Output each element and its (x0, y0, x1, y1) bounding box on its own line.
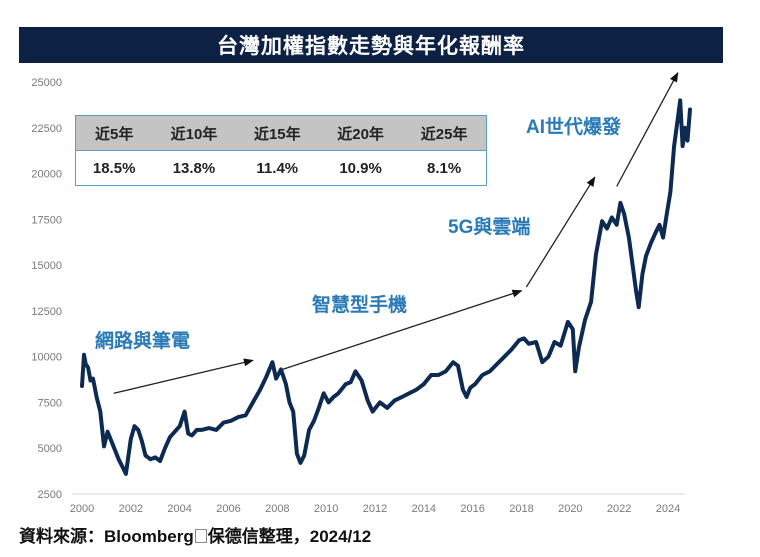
y-tick-label: 22500 (31, 123, 62, 135)
y-tick-label: 10000 (31, 352, 62, 364)
y-tick-label: 25000 (31, 77, 62, 89)
returns-header-10y: 近10年 (152, 115, 236, 151)
returns-table: 近5年 近10年 近15年 近20年 近25年 18.5% 13.8% 11.4… (75, 115, 487, 186)
annotation-arrow-0 (113, 358, 254, 394)
x-tick-label: 2022 (607, 503, 631, 515)
x-tick-label: 2014 (412, 503, 436, 515)
returns-table-value-row: 18.5% 13.8% 11.4% 10.9% 8.1% (75, 150, 487, 186)
annotation-arrow-1 (282, 289, 523, 371)
x-tick-label: 2016 (460, 503, 484, 515)
returns-header-5y: 近5年 (75, 115, 153, 151)
annotation-arrows (113, 71, 679, 394)
returns-header-25y: 近25年 (402, 115, 487, 151)
y-axis-ticks: 2500 5000 7500 10000 12500 15000 17500 20000 225… (31, 77, 62, 501)
source-note: 資料來源：Bloomberg 保德信整理，2024/12 (19, 522, 371, 547)
returns-value-15y: 11.4% (235, 150, 319, 186)
x-tick-label: 2018 (509, 503, 533, 515)
x-tick-label: 2002 (119, 503, 143, 515)
series-line-taiex (80, 98, 692, 476)
returns-value-20y: 10.9% (318, 150, 403, 186)
x-tick-label: 2024 (656, 503, 680, 515)
chart-title: 台灣加權指數走勢與年化報酬率 (217, 35, 525, 58)
x-tick-label: 2020 (558, 503, 582, 515)
y-tick-label: 2500 (38, 489, 62, 501)
x-tick-label: 2010 (314, 503, 338, 515)
x-axis-ticks: 2000 2002 2004 2006 2008 2010 2012 2014 2016 2018… (70, 503, 680, 515)
annotation-arrow-2 (525, 176, 596, 288)
y-tick-label: 5000 (38, 443, 62, 455)
annotation-label-smartphone: 智慧型手機 (312, 293, 407, 316)
annotation-label-5g-cloud: 5G與雲端 (448, 215, 530, 238)
y-tick-label: 17500 (31, 214, 62, 226)
returns-value-10y: 13.8% (152, 150, 236, 186)
x-tick-label: 2012 (363, 503, 387, 515)
source-prefix: 資料來源：Bloomberg (19, 527, 194, 546)
chart-title-bar: 台灣加權指數走勢與年化報酬率 (19, 27, 723, 63)
annotation-arrow-3 (616, 71, 679, 187)
missing-glyph-box (194, 529, 207, 543)
annotation-label-ai: AI世代爆發 (526, 115, 622, 138)
y-tick-label: 7500 (38, 397, 62, 409)
x-tick-label: 2008 (265, 503, 289, 515)
y-tick-label: 12500 (31, 306, 62, 318)
source-suffix: 保德信整理，2024/12 (207, 527, 372, 546)
returns-value-25y: 8.1% (402, 150, 487, 186)
annotation-label-internet-laptop: 網路與筆電 (95, 329, 190, 352)
x-tick-label: 2006 (216, 503, 240, 515)
returns-table-header-row: 近5年 近10年 近15年 近20年 近25年 (75, 115, 487, 151)
x-tick-label: 2004 (167, 503, 191, 515)
returns-header-15y: 近15年 (235, 115, 319, 151)
y-tick-label: 20000 (31, 169, 62, 181)
y-tick-label: 15000 (31, 260, 62, 272)
returns-header-20y: 近20年 (318, 115, 403, 151)
returns-value-5y: 18.5% (75, 150, 153, 186)
x-tick-label: 2000 (70, 503, 94, 515)
